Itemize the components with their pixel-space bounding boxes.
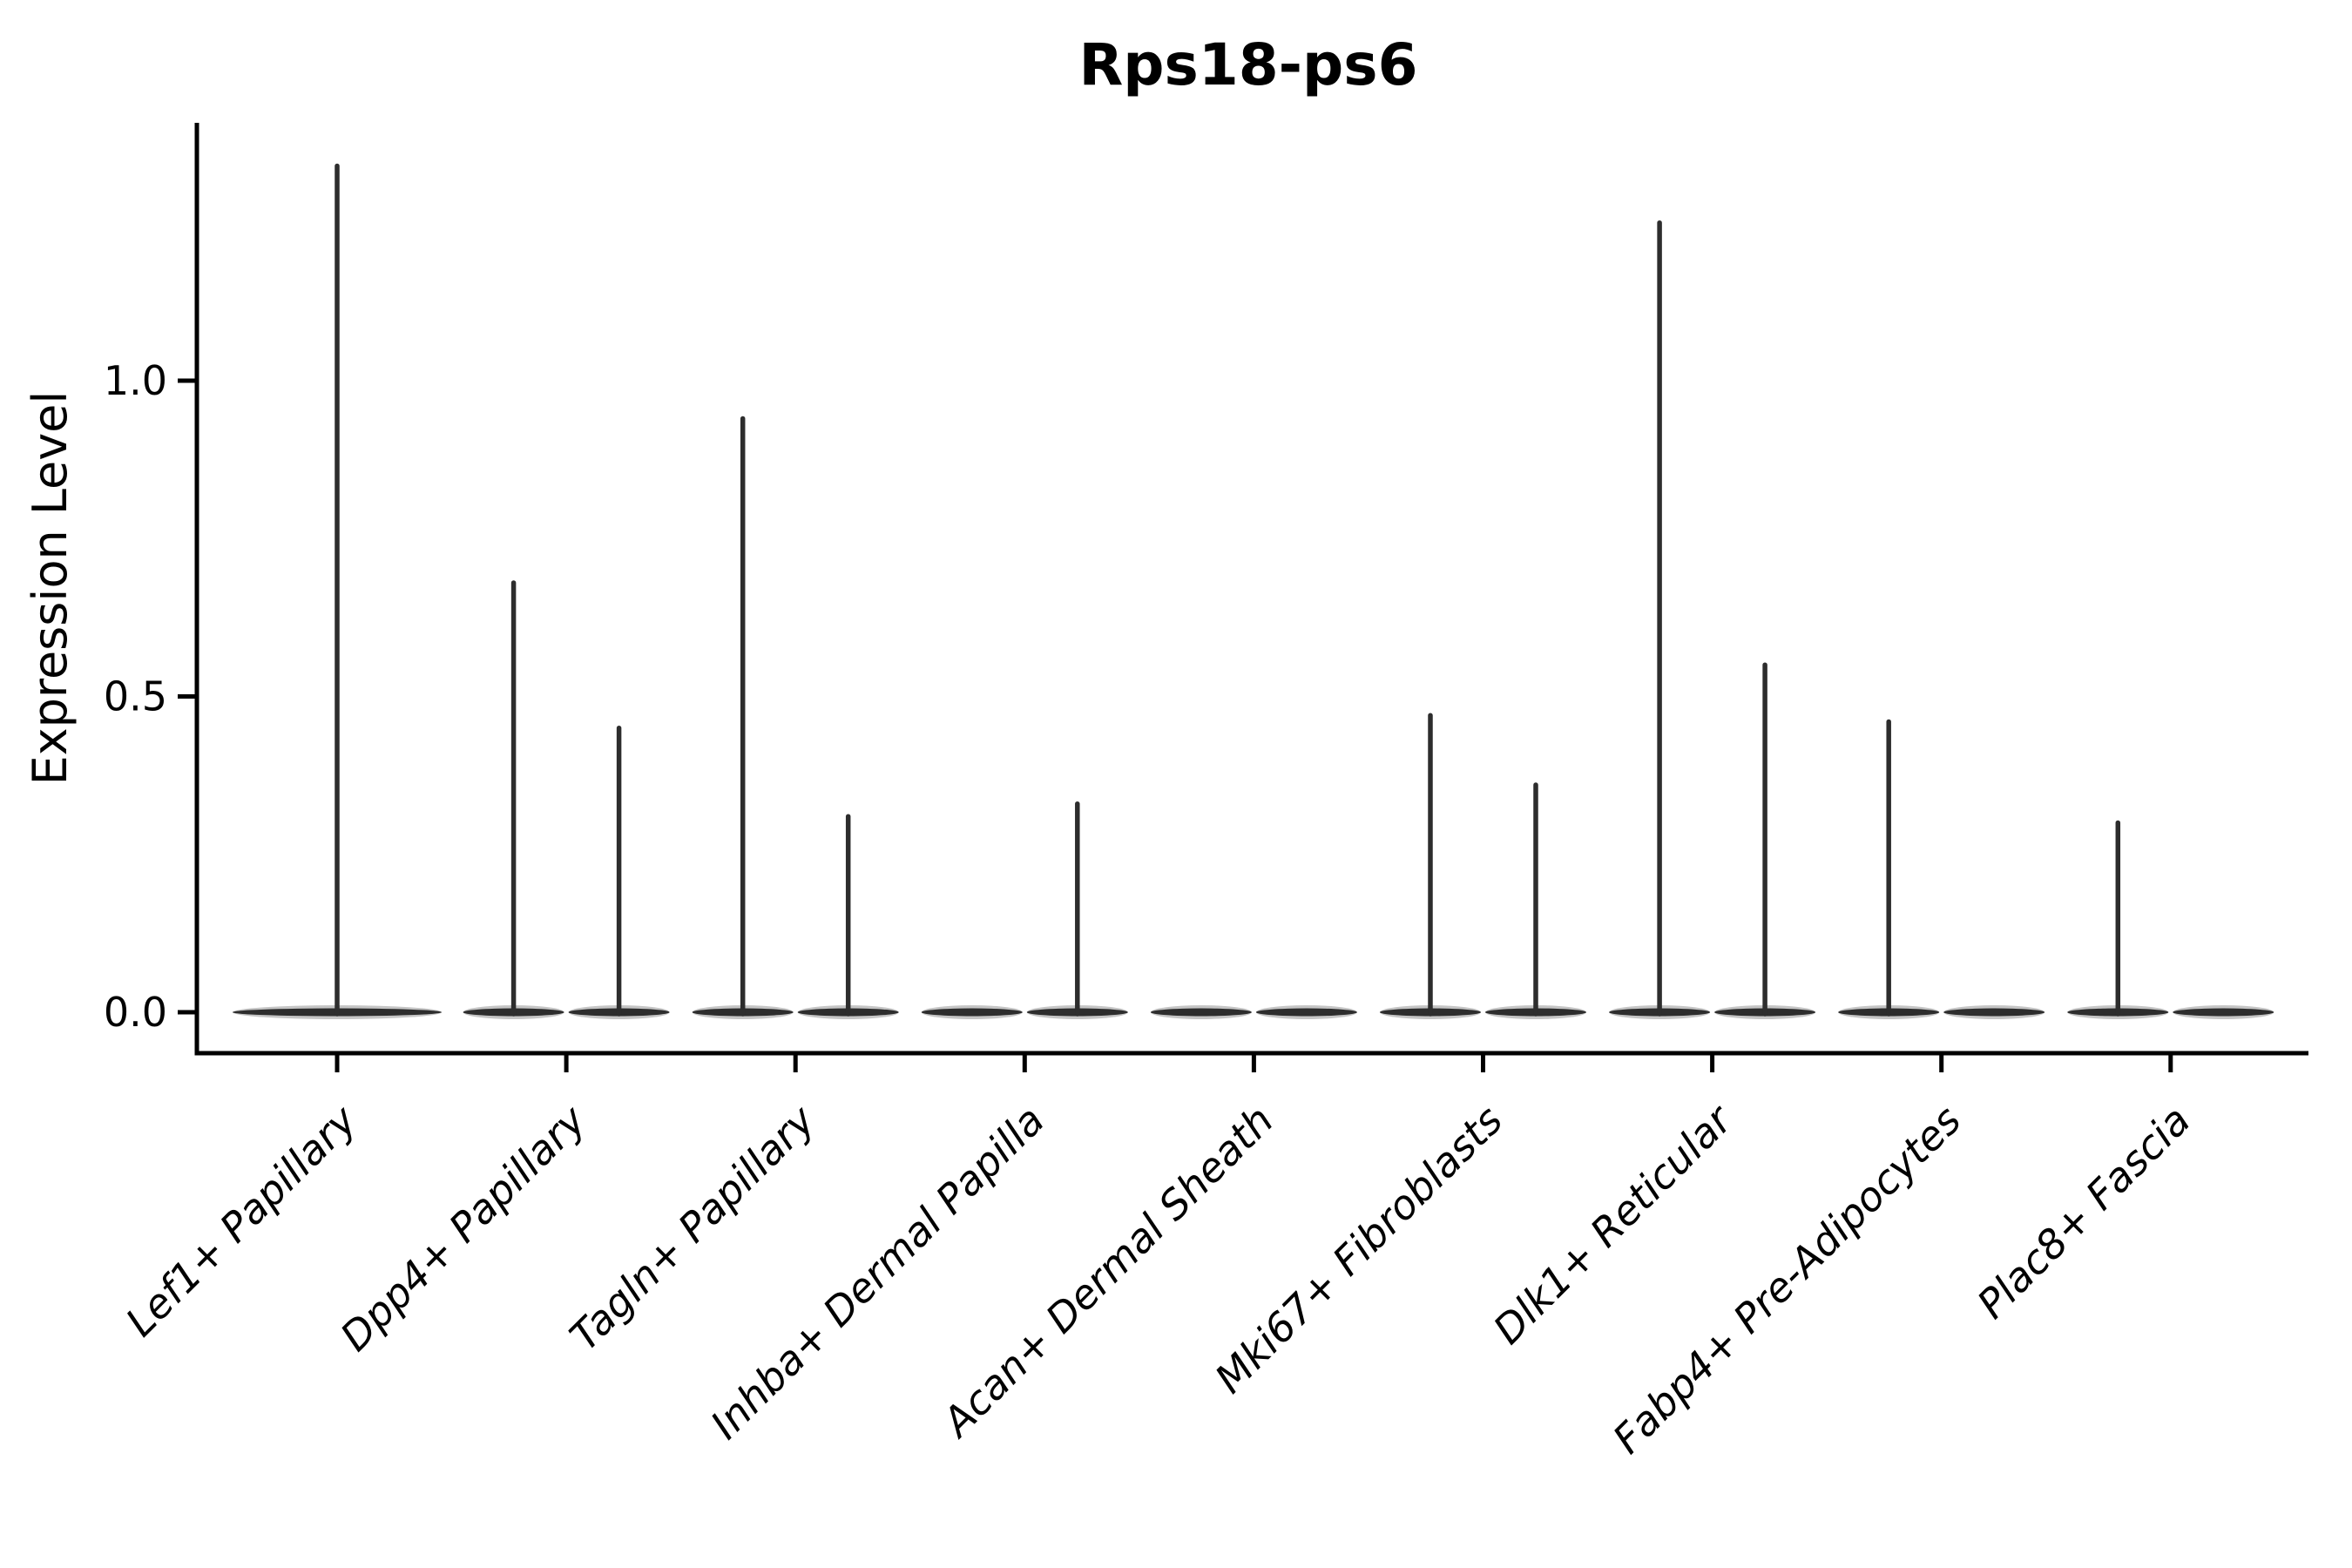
violin-band (2173, 1008, 2274, 1017)
x-tick-label: Lef1+ Papillary (117, 1096, 366, 1345)
y-tick-label: 0.5 (104, 673, 167, 720)
violin-band (1255, 1008, 1357, 1017)
violin-band (1943, 1008, 2045, 1017)
y-tick-label: 0.0 (104, 989, 167, 1036)
x-tick-label: Tagln+ Papillary (561, 1096, 825, 1360)
x-tick-label: Dlk1+ Reticular (1484, 1094, 1743, 1353)
violin-band (1150, 1008, 1252, 1017)
y-tick-label: 1.0 (104, 357, 167, 404)
chart-title: Rps18-ps6 (1078, 31, 1418, 98)
x-tick-label: Dpp4+ Papillary (331, 1096, 595, 1360)
violin-band (921, 1008, 1023, 1017)
x-tick-label: Plac8+ Fascia (1968, 1097, 2199, 1328)
